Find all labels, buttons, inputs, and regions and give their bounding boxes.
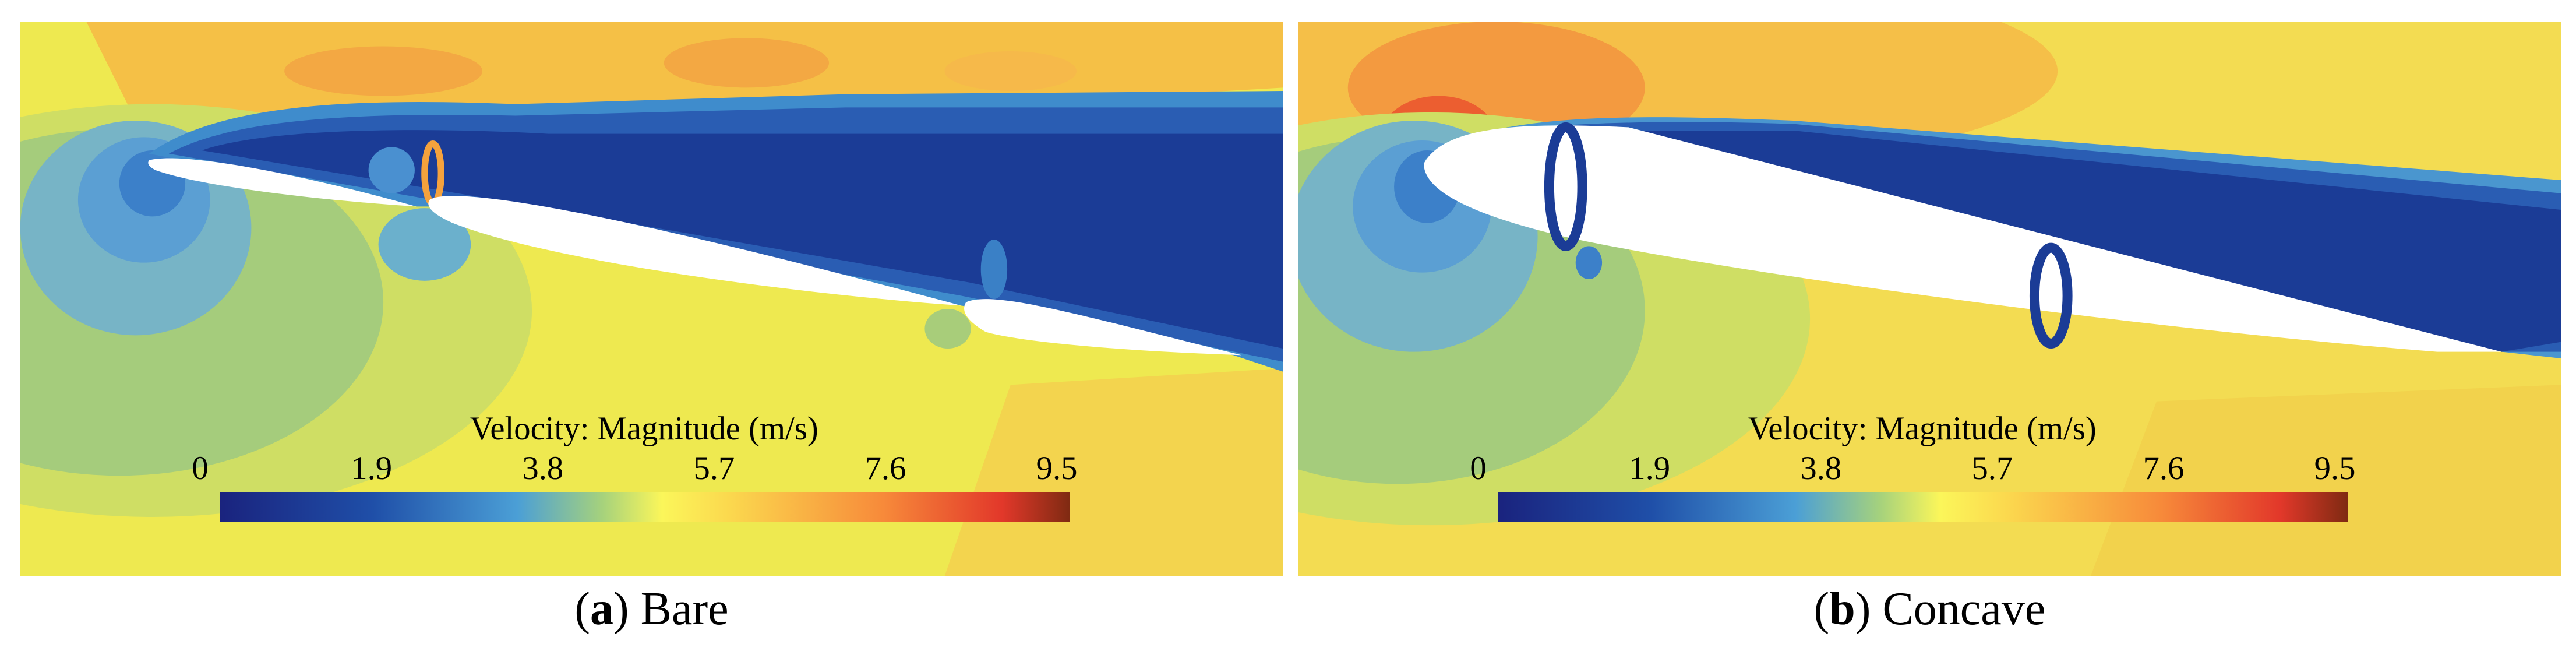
concave-gap [2029, 242, 2073, 349]
colorbar-tick-label: 3.8 [1800, 451, 1841, 487]
colorbar-tick-label: 5.7 [1971, 451, 2013, 487]
caption: (a) Bare [20, 577, 1283, 641]
caption-part: ( [574, 583, 590, 635]
field [924, 309, 971, 349]
wake [202, 130, 1283, 349]
caption-label: b [1829, 583, 1855, 635]
field [944, 51, 1077, 91]
caption-text: Concave [1882, 583, 2046, 635]
panel-bare: Velocity: Magnitude (m/s) 0 1.9 3.8 5.7 7.6 9… [20, 22, 1283, 576]
colorbar-tick-label: 5.7 [693, 451, 735, 487]
colorbar-ticks: 0 1.9 3.8 5.7 7.6 9.5 [1470, 451, 2355, 487]
caption-part: ( [1813, 583, 1830, 635]
colorbar [220, 492, 1070, 522]
caption-label: a [590, 583, 613, 635]
colorbar-tick-label: 3.8 [522, 451, 563, 487]
concave-gap [1544, 122, 1587, 251]
colorbar-title: Velocity: Magnitude (m/s) [1748, 411, 2097, 447]
vortex [368, 147, 415, 193]
panel-concave: Velocity: Magnitude (m/s) 0 1.9 3.8 5.7 7.6 9… [1298, 22, 2561, 576]
colorbar-tick-label: 9.5 [1036, 451, 1078, 487]
caption: (b) Concave [1298, 577, 2561, 641]
airfoil [1424, 125, 2502, 352]
colorbar-tick-label: 1.9 [1629, 451, 1670, 487]
colorbar-ticks: 0 1.9 3.8 5.7 7.6 9.5 [192, 451, 1077, 487]
vortex [1575, 246, 1603, 279]
colorbar-tick-label: 7.6 [2143, 451, 2185, 487]
colorbar-tick-label: 0 [192, 451, 208, 487]
caption-part: ) [1855, 583, 1871, 635]
colorbar [1498, 492, 2348, 522]
airfoil [428, 196, 961, 306]
field [284, 46, 483, 96]
field [2090, 385, 2561, 576]
caption-text: Bare [640, 583, 729, 635]
caption-part: ) [613, 583, 629, 635]
colorbar-title: Velocity: Magnitude (m/s) [470, 411, 818, 447]
colorbar-tick-label: 7.6 [865, 451, 906, 487]
colorbar-tick-label: 1.9 [351, 451, 392, 487]
field [378, 208, 471, 281]
field [944, 368, 1283, 576]
field [664, 38, 830, 88]
airfoil [148, 158, 417, 207]
colorbar-tick-label: 0 [1470, 451, 1486, 487]
vortex [980, 240, 1008, 299]
airfoil [964, 299, 1242, 356]
colorbar-tick-label: 9.5 [2314, 451, 2356, 487]
